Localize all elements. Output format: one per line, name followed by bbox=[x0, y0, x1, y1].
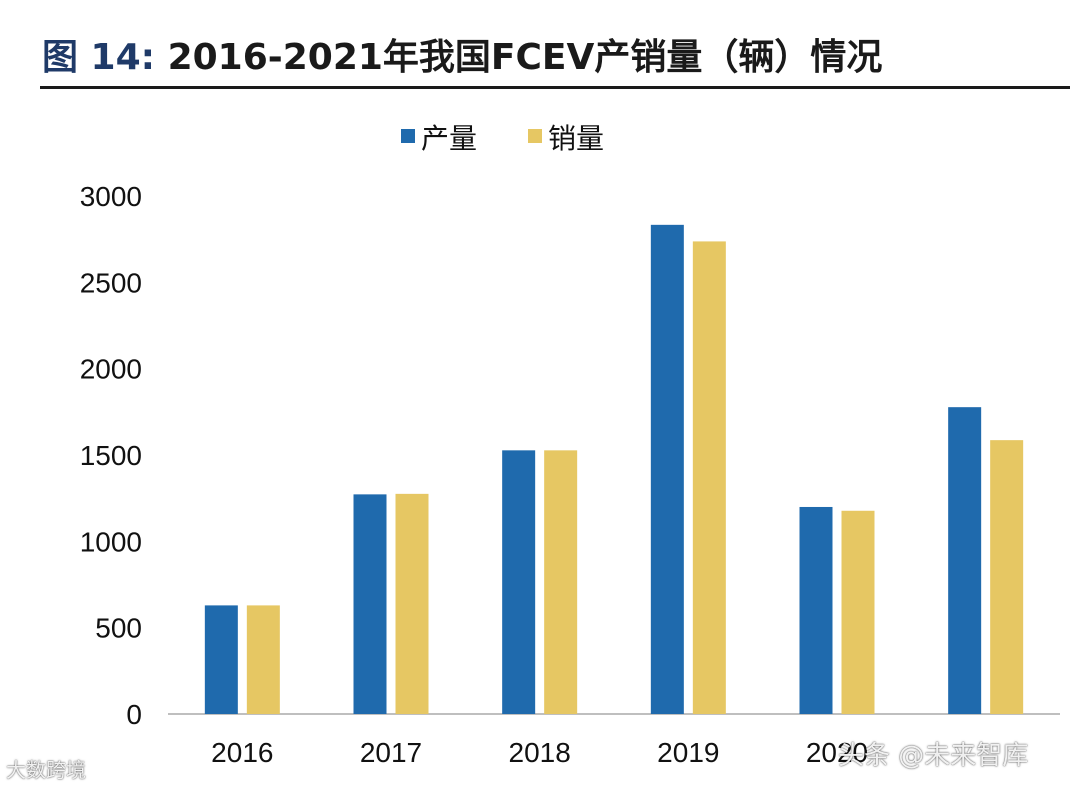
bar-sales-2016 bbox=[246, 605, 280, 714]
y-tick-label: 1000 bbox=[80, 526, 142, 557]
legend-label-production: 产量 bbox=[421, 122, 477, 155]
bar-production-2018 bbox=[502, 450, 536, 714]
legend-swatch-sales bbox=[528, 129, 542, 143]
figure-label: 图 14: bbox=[42, 37, 156, 78]
x-tick-label: 2017 bbox=[360, 737, 422, 768]
bar-production-2019 bbox=[650, 224, 684, 714]
y-tick-label: 3000 bbox=[80, 181, 142, 212]
bar-sales-2018 bbox=[544, 450, 578, 714]
x-tick-label: 2020 bbox=[806, 737, 868, 768]
figure-title-text: 2016-2021年我国FCEV产销量（辆）情况 bbox=[167, 37, 883, 78]
bar-production-2021 bbox=[948, 407, 982, 714]
watermark-left: 大数跨境 bbox=[6, 758, 86, 782]
bar-sales-2021 bbox=[990, 440, 1024, 714]
y-tick-label: 2000 bbox=[80, 354, 142, 385]
x-tick-label: 2019 bbox=[657, 737, 719, 768]
y-tick-label: 500 bbox=[95, 613, 142, 644]
legend-label-sales: 销量 bbox=[548, 122, 604, 155]
x-tick-label: 2018 bbox=[509, 737, 571, 768]
title-divider bbox=[40, 86, 1070, 89]
bar-sales-2019 bbox=[692, 241, 726, 715]
y-tick-label: 1500 bbox=[80, 440, 142, 471]
bar-sales-2020 bbox=[841, 510, 875, 714]
figure-title: 图 14: 2016-2021年我国FCEV产销量（辆）情况 bbox=[42, 28, 882, 80]
bar-sales-2017 bbox=[395, 493, 429, 714]
y-tick-label: 2500 bbox=[80, 267, 142, 298]
bar-production-2017 bbox=[353, 494, 387, 714]
watermark-right: 头条 @未来智库 bbox=[838, 741, 1029, 771]
bar-production-2016 bbox=[204, 605, 238, 714]
bar-production-2020 bbox=[799, 506, 833, 714]
y-tick-label: 0 bbox=[126, 699, 142, 730]
legend-swatch-production bbox=[401, 129, 415, 143]
x-tick-label: 2016 bbox=[211, 737, 273, 768]
